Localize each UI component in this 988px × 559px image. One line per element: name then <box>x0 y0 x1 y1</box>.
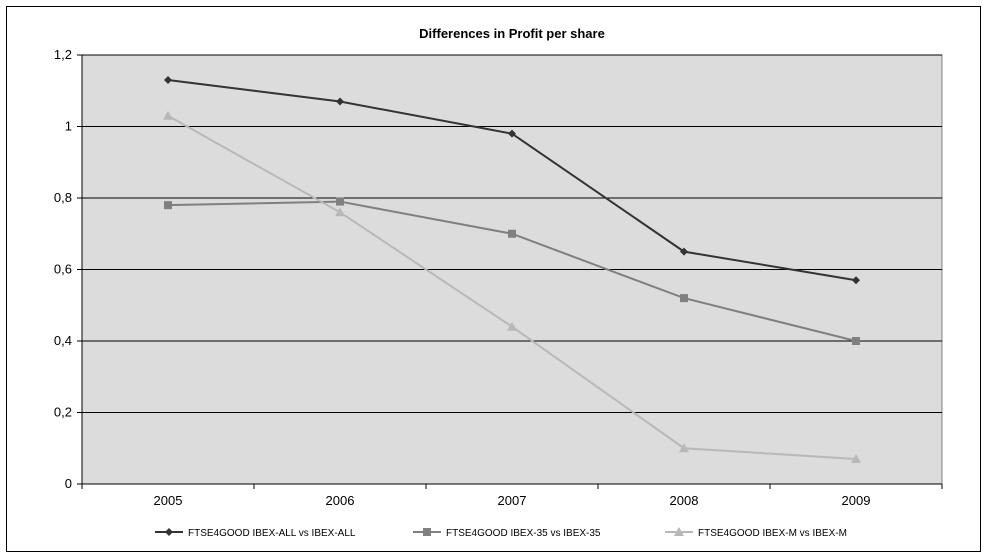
plot-area: 0 0,2 0,4 0,6 0,8 1 1,2 2005 2006 2007 2008 2009 <box>54 47 943 508</box>
data-point <box>164 201 172 210</box>
series-2 <box>164 197 860 345</box>
y-tick-label: 0,8 <box>54 190 72 205</box>
legend-label: FTSE4GOOD IBEX-ALL vs IBEX-ALL <box>188 528 356 539</box>
legend-label: FTSE4GOOD IBEX-35 vs IBEX-35 <box>446 528 601 539</box>
x-tick-label: 2008 <box>670 493 699 508</box>
y-tick-label: 0,2 <box>54 405 72 420</box>
legend-label: FTSE4GOOD IBEX-M vs IBEX-M <box>698 528 847 539</box>
legend-marker <box>674 527 684 536</box>
data-point <box>335 207 345 217</box>
x-tick-label: 2006 <box>326 493 355 508</box>
data-point <box>679 443 689 453</box>
data-point <box>680 294 688 303</box>
legend-item-3: FTSE4GOOD IBEX-M vs IBEX-M <box>665 527 847 539</box>
chart-frame: Differences in Profit per share 0 0,2 0,4 0… <box>6 6 981 552</box>
data-point <box>852 276 860 285</box>
data-point <box>163 110 173 120</box>
data-point <box>680 247 688 256</box>
data-point <box>851 453 861 463</box>
series-3 <box>163 110 861 463</box>
data-point <box>507 321 517 331</box>
series-1 <box>164 76 860 285</box>
x-tick-label: 2005 <box>154 493 183 508</box>
y-tick-label: 0,4 <box>54 333 72 348</box>
chart-title: Differences in Profit per share <box>419 26 605 41</box>
legend-marker <box>165 528 173 536</box>
data-point <box>164 76 172 85</box>
data-point <box>508 229 516 238</box>
x-tick-label: 2007 <box>498 493 527 508</box>
y-tick-label: 1,2 <box>54 47 72 62</box>
legend-marker <box>423 528 431 536</box>
legend-item-1: FTSE4GOOD IBEX-ALL vs IBEX-ALL <box>155 528 356 539</box>
data-point <box>508 129 516 138</box>
data-point <box>852 337 860 345</box>
series-layer <box>163 76 861 463</box>
data-point <box>336 197 344 206</box>
y-tick-label: 0 <box>65 476 72 491</box>
data-point <box>336 97 344 106</box>
y-tick-label: 1 <box>65 119 72 134</box>
legend: FTSE4GOOD IBEX-ALL vs IBEX-ALL FTSE4GOOD … <box>155 527 847 539</box>
line-chart: Differences in Profit per share 00,20,40… <box>54 26 943 539</box>
legend-item-2: FTSE4GOOD IBEX-35 vs IBEX-35 <box>413 528 601 539</box>
x-tick-label: 2009 <box>842 493 871 508</box>
y-tick-label: 0,6 <box>54 262 72 277</box>
